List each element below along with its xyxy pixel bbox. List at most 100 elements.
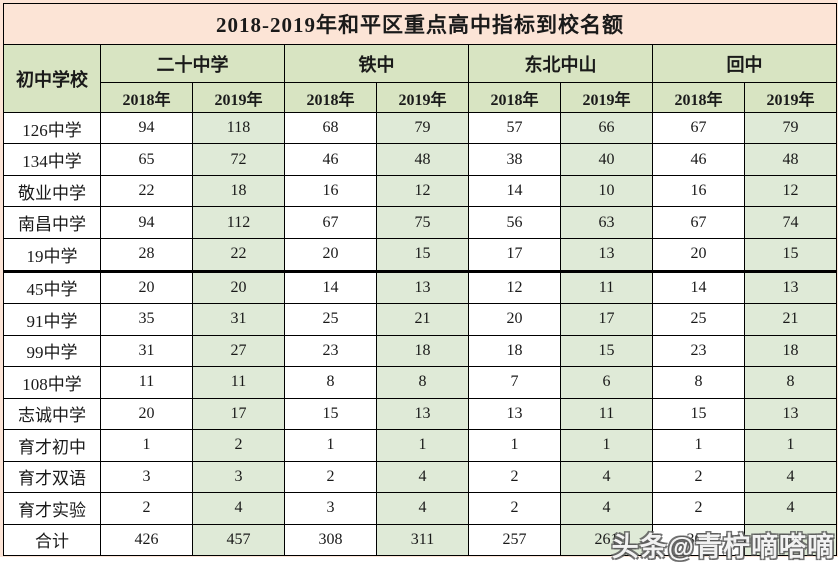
value-cell: 11	[100, 366, 193, 399]
table-row: 134中学 65 72 46 48 38 40 46 48	[3, 143, 838, 176]
group-header-row: 初中学校 二十中学 铁中 东北中山 回中	[3, 44, 838, 113]
value-cell: 2	[284, 460, 377, 494]
table-title: 2018-2019年和平区重点高中指标到校名额	[2, 3, 838, 45]
value-cell: 112	[192, 206, 285, 239]
value-cell: 14	[652, 270, 745, 305]
value-cell: 18	[192, 174, 285, 208]
value-cell: 46	[652, 143, 745, 176]
value-cell: 8	[376, 366, 469, 399]
value-cell: 67	[652, 111, 745, 145]
value-cell: 2	[100, 492, 193, 525]
value-cell: 20	[100, 397, 193, 431]
school-name-cell: 育才实验	[3, 492, 101, 525]
group-header-dongbeizhongshan: 东北中山	[468, 44, 653, 83]
year-header-2018: 2018年	[652, 82, 745, 113]
value-cell: 1	[468, 429, 561, 462]
table-row: 91中学 35 31 25 21 20 17 25 21	[3, 303, 838, 336]
value-cell: 457	[192, 523, 285, 556]
value-cell: 20	[284, 237, 377, 273]
value-cell: 46	[284, 143, 377, 176]
value-cell: 48	[376, 143, 469, 176]
school-name-cell: 99中学	[3, 334, 101, 368]
value-cell: 1	[376, 429, 469, 462]
value-cell: 13	[560, 237, 653, 273]
value-cell: 22	[192, 237, 285, 273]
school-name-cell: 134中学	[3, 143, 101, 176]
value-cell: 308	[284, 523, 377, 556]
value-cell: 13	[468, 397, 561, 431]
value-cell: 4	[376, 492, 469, 525]
table-row: 育才实验 2 4 3 4 2 4 2 4	[3, 492, 838, 525]
value-cell: 20	[192, 270, 285, 305]
value-cell: 23	[652, 334, 745, 368]
year-header-row: 2018年 2019年 2018年 2019年 2018年 2019年 2018…	[4, 82, 838, 113]
value-cell: 40	[560, 143, 653, 176]
value-cell: 67	[284, 206, 377, 239]
year-header-2019: 2019年	[743, 82, 838, 113]
value-cell: 311	[376, 523, 469, 556]
table-body: 2018-2019年和平区重点高中指标到校名额 初中学校 二十中学 铁中 东北中…	[2, 3, 838, 556]
value-cell: 1	[284, 429, 377, 462]
year-header-2018: 2018年	[468, 82, 561, 113]
value-cell: 63	[560, 206, 653, 239]
value-cell: 13	[743, 270, 838, 305]
value-cell: 28	[100, 237, 193, 273]
value-cell: 12	[743, 174, 838, 208]
table-row: 99中学 31 27 23 18 18 15 23 18	[3, 334, 838, 368]
value-cell: 18	[376, 334, 469, 368]
value-cell: 8	[652, 366, 745, 399]
value-cell: 4	[192, 492, 285, 525]
table-row: 45中学 20 20 14 13 12 11 14 13	[3, 270, 838, 305]
value-cell: 20	[652, 237, 745, 273]
value-cell: 74	[743, 206, 838, 239]
value-cell: 27	[192, 334, 285, 368]
value-cell: 75	[376, 206, 469, 239]
value-cell: 11	[560, 397, 653, 431]
group-header-tiezhong: 铁中	[284, 44, 469, 83]
table-row: 19中学 28 22 20 15 17 13 20 15	[3, 237, 838, 273]
school-name-cell: 育才初中	[3, 429, 101, 462]
value-cell: 1	[560, 429, 653, 462]
value-cell: 79	[743, 111, 838, 145]
school-name-cell: 19中学	[3, 237, 101, 273]
value-cell: 20	[100, 270, 193, 305]
school-name-cell: 敬业中学	[3, 174, 101, 208]
value-cell: 12	[376, 174, 469, 208]
value-cell: 4	[743, 460, 838, 494]
value-cell: 20	[468, 303, 561, 336]
value-cell: 17	[468, 237, 561, 273]
table-row: 敬业中学 22 18 16 12 14 10 16 12	[3, 174, 838, 208]
value-cell: 10	[560, 174, 653, 208]
value-cell: 38	[468, 143, 561, 176]
value-cell: 17	[192, 397, 285, 431]
value-cell: 3	[284, 492, 377, 525]
school-name-cell: 南昌中学	[3, 206, 101, 239]
value-cell: 4	[560, 492, 653, 525]
value-cell: 4	[376, 460, 469, 494]
value-cell: 8	[743, 366, 838, 399]
value-cell: 4	[560, 460, 653, 494]
value-cell: 18	[743, 334, 838, 368]
value-cell: 68	[284, 111, 377, 145]
value-cell: 25	[652, 303, 745, 336]
value-cell: 21	[743, 303, 838, 336]
value-cell: 257	[468, 523, 561, 556]
value-cell: 261	[560, 523, 653, 556]
value-cell: 15	[284, 397, 377, 431]
school-name-cell: 108中学	[3, 366, 101, 399]
value-cell: 2	[192, 429, 285, 462]
value-cell: 31	[192, 303, 285, 336]
group-header-huizhong: 回中	[651, 44, 838, 83]
value-cell: 72	[192, 143, 285, 176]
value-cell: 15	[376, 237, 469, 273]
value-cell: 2	[468, 460, 561, 494]
value-cell: 22	[100, 174, 193, 208]
value-cell: 2	[652, 460, 745, 494]
value-cell: 426	[100, 523, 193, 556]
value-cell: 48	[743, 143, 838, 176]
value-cell: 65	[100, 143, 193, 176]
value-cell: 79	[376, 111, 469, 145]
value-cell: 17	[560, 303, 653, 336]
value-cell: 23	[284, 334, 377, 368]
value-cell: 2	[652, 492, 745, 525]
